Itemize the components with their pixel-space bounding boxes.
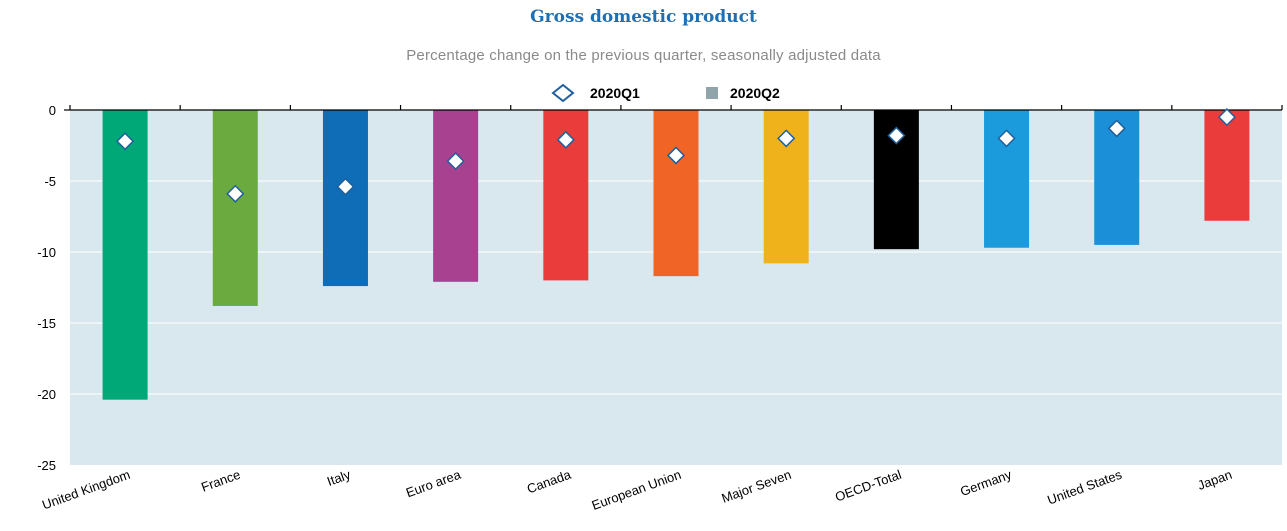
x-category-label: Canada <box>525 466 574 496</box>
marker-q1-major-seven <box>777 129 796 148</box>
bars-2020q2 <box>102 110 1250 400</box>
marker-q1-germany <box>997 129 1016 148</box>
markers-2020q1 <box>116 108 1236 203</box>
x-category-label: Italy <box>325 467 353 489</box>
bar-european-union <box>653 110 699 277</box>
marker-q1-euro-area <box>446 152 465 171</box>
y-tick-label: -25 <box>37 458 56 473</box>
legend-diamond-icon <box>551 83 575 103</box>
marker-q1-france <box>226 184 245 203</box>
x-axis <box>64 105 1283 111</box>
marker-q1-united-states <box>1107 119 1126 138</box>
legend: 2020Q1 2020Q2 <box>551 83 780 103</box>
x-axis-category-labels: United Kingdom France Italy Euro area Canada… <box>40 466 1234 512</box>
bar-france <box>212 110 258 306</box>
y-tick-label: -10 <box>37 245 56 260</box>
x-category-label: Major Seven <box>719 467 793 506</box>
y-tick-label: -5 <box>44 174 56 189</box>
bar-united-kingdom <box>102 110 148 400</box>
marker-q1-oecd-total <box>887 126 906 145</box>
x-category-label: United States <box>1045 467 1124 508</box>
legend-label-2020q2: 2020Q2 <box>730 85 780 101</box>
y-axis-tick-labels: 0 -5 -10 -15 -20 -25 <box>37 103 56 473</box>
y-tick-label: 0 <box>49 103 56 118</box>
x-category-label: Germany <box>958 467 1014 500</box>
x-category-label: United Kingdom <box>40 467 132 513</box>
chart-title: Gross domestic product <box>530 7 757 27</box>
marker-q1-united-kingdom <box>116 132 135 151</box>
x-category-label: European Union <box>590 467 683 513</box>
bar-euro-area <box>433 110 479 282</box>
x-category-label: Euro area <box>404 466 464 500</box>
bar-japan <box>1204 110 1250 221</box>
marker-q1-canada <box>556 130 575 149</box>
x-category-label: Japan <box>1196 467 1234 493</box>
x-category-label: OECD-Total <box>833 467 903 505</box>
x-category-label: France <box>199 467 242 495</box>
marker-q1-european-union <box>666 146 686 165</box>
bar-italy <box>322 110 368 287</box>
marker-q1-japan <box>1217 108 1236 127</box>
y-tick-label: -15 <box>37 316 56 331</box>
legend-square-icon <box>706 87 718 99</box>
marker-q1-italy <box>336 177 355 196</box>
y-tick-label: -20 <box>37 387 56 402</box>
legend-label-2020q1: 2020Q1 <box>590 85 640 101</box>
chart-subtitle: Percentage change on the previous quarte… <box>406 47 881 64</box>
